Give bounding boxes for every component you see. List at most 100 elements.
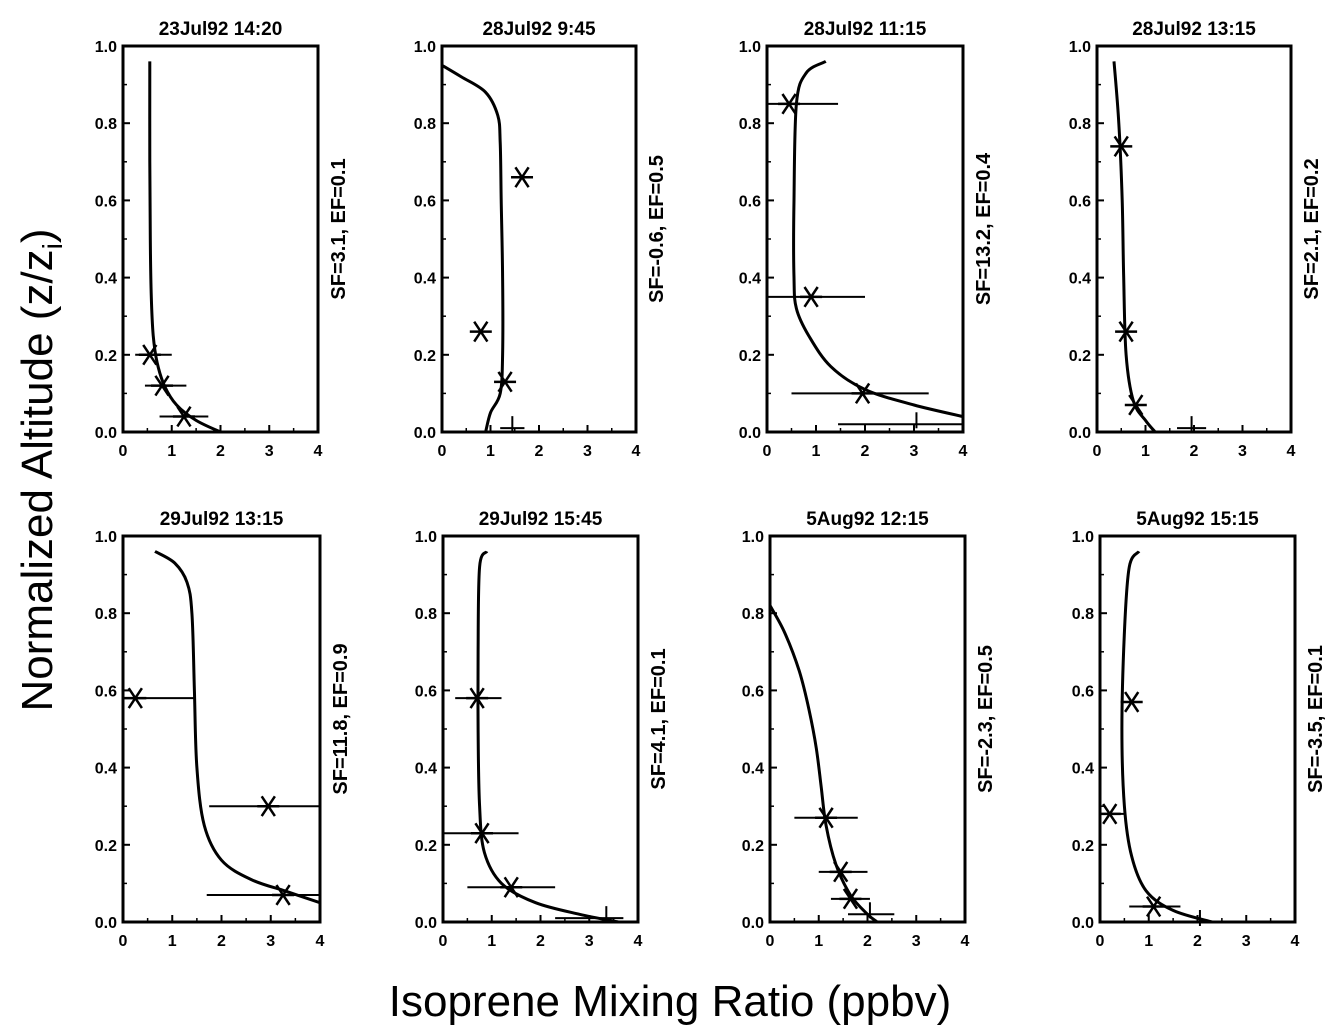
star-stroke (514, 166, 530, 188)
star-stroke (781, 93, 797, 115)
model-curve (792, 60, 963, 419)
chart-panel-4: 0 1 2 3 4 0.0 0.2 0.4 0.6 0.8 1.0 28Jul92 13:15 SF=2… (1069, 19, 1323, 460)
y-tick-label: 0.0 (739, 425, 761, 442)
star-stroke (497, 371, 513, 393)
x-tick-label: 4 (1291, 933, 1300, 950)
data-point (257, 795, 280, 817)
x-tick-label: 3 (910, 443, 919, 460)
star-stroke (474, 822, 490, 844)
data-point (272, 884, 295, 906)
y-tick-label: 0.6 (739, 193, 761, 210)
x-tick-label: 2 (1190, 443, 1199, 460)
data-point (851, 382, 874, 404)
panel-title: 29Jul92 15:45 (479, 509, 603, 530)
chart-panel-5: 0 1 2 3 4 0.0 0.2 0.4 0.6 0.8 1.0 29Jul92 13:15 SF=1… (95, 509, 352, 950)
model-curve (442, 64, 505, 432)
chart-panel-8: 0 1 2 3 4 0.0 0.2 0.4 0.6 0.8 1.0 5Aug92 15:15 SF=-3… (1072, 509, 1325, 950)
y-tick-label: 0.6 (95, 683, 117, 700)
y-tick-label: 0.8 (95, 606, 117, 623)
x-tick-label: 3 (266, 933, 275, 950)
y-tick-label: 1.0 (1072, 529, 1094, 546)
x-tick-label: 3 (1242, 933, 1251, 950)
plot-frame (121, 44, 320, 434)
y-tick-label: 1.0 (739, 39, 761, 56)
star-stroke (275, 884, 291, 906)
y-axis-label: Normalized Altitude (z/zi) (13, 228, 68, 711)
panel-annotation: SF=3.1, EF=0.1 (328, 158, 350, 299)
x-tick-label: 1 (487, 933, 496, 950)
panel-annotation: SF=2.1, EF=0.2 (1301, 158, 1323, 299)
panel-annotation: SF=4.1, EF=0.1 (648, 648, 670, 789)
x-tick-label: 0 (1093, 443, 1102, 460)
plot-frame (441, 534, 640, 924)
star-stroke (1128, 394, 1144, 416)
x-tick-label: 4 (1287, 443, 1296, 460)
star-stroke (833, 861, 849, 883)
y-tick-label: 0.4 (95, 271, 117, 288)
panel-annotation: SF=-0.6, EF=0.5 (646, 155, 668, 303)
chart-panel-1: 0 1 2 3 4 0.0 0.2 0.4 0.6 0.8 1.0 23Jul92 14:20 SF=3… (95, 19, 350, 460)
panel-annotation: SF=-2.3, EF=0.5 (975, 645, 997, 793)
panel-annotation: SF=-3.5, EF=0.1 (1305, 645, 1325, 793)
star-stroke (1118, 321, 1134, 343)
model-curve (476, 550, 619, 922)
y-tick-label: 0.4 (415, 761, 437, 778)
y-tick-label: 1.0 (1069, 39, 1091, 56)
data-point (1115, 321, 1138, 343)
star-stroke (842, 888, 859, 910)
y-tick-label: 1.0 (95, 39, 117, 56)
chart-panel-6: 0 1 2 3 4 0.0 0.2 0.4 0.6 0.8 1.0 29Jul92 15:45 SF=4… (415, 509, 670, 950)
x-tick-label: 1 (814, 933, 823, 950)
model-curve (770, 604, 879, 922)
data-point (1098, 803, 1121, 825)
star-stroke (473, 321, 489, 343)
model-curve (1112, 61, 1157, 432)
star-stroke (1102, 803, 1118, 825)
star-stroke (469, 687, 485, 709)
y-tick-label: 1.0 (95, 529, 117, 546)
y-tick-label: 0.2 (742, 838, 764, 855)
x-tick-label: 4 (632, 443, 641, 460)
x-tick-label: 2 (1193, 933, 1202, 950)
x-tick-label: 1 (486, 443, 495, 460)
data-point (839, 888, 862, 910)
x-tick-label: 0 (1096, 933, 1105, 950)
y-tick-label: 0.8 (1069, 116, 1091, 133)
y-tick-label: 0.0 (1072, 915, 1094, 932)
data-point (138, 344, 161, 366)
y-tick-label: 0.4 (1069, 271, 1091, 288)
star-stroke (1124, 691, 1140, 713)
star-stroke (127, 687, 143, 709)
x-tick-label: 3 (265, 443, 274, 460)
panel-title: 28Jul92 11:15 (804, 19, 927, 40)
chart-panel-7: 0 1 2 3 4 0.0 0.2 0.4 0.6 0.8 1.0 5Aug92 12:15 SF=-2… (742, 509, 997, 950)
x-tick-label: 3 (912, 933, 921, 950)
panels: 0 1 2 3 4 0.0 0.2 0.4 0.6 0.8 1.0 23Jul92 14:20 SF=3… (95, 19, 1325, 950)
star-stroke (854, 382, 871, 404)
y-tick-label: 1.0 (742, 529, 764, 546)
data-point (815, 807, 838, 829)
data-point (471, 822, 493, 844)
y-tick-label: 0.4 (95, 761, 117, 778)
y-tick-label: 0.2 (414, 348, 436, 365)
y-tick-label: 0.6 (414, 193, 436, 210)
x-tick-label: 4 (316, 933, 325, 950)
y-tick-label: 1.0 (414, 39, 436, 56)
x-tick-label: 4 (959, 443, 968, 460)
x-tick-label: 1 (167, 443, 176, 460)
x-tick-label: 1 (1141, 443, 1150, 460)
data-point (511, 166, 534, 188)
data-point (494, 371, 517, 393)
star-stroke (818, 807, 834, 829)
data-point (829, 861, 852, 883)
plot-frame (440, 44, 638, 434)
y-tick-label: 0.2 (1072, 838, 1094, 855)
x-tick-label: 2 (217, 933, 226, 950)
data-point (1110, 135, 1133, 157)
data-point (172, 405, 195, 428)
star-stroke (176, 405, 192, 428)
y-tick-label: 0.8 (415, 606, 437, 623)
data-point (1124, 394, 1147, 416)
panel-annotation: SF=11.8, EF=0.9 (330, 643, 352, 794)
y-tick-label: 0.6 (1069, 193, 1091, 210)
